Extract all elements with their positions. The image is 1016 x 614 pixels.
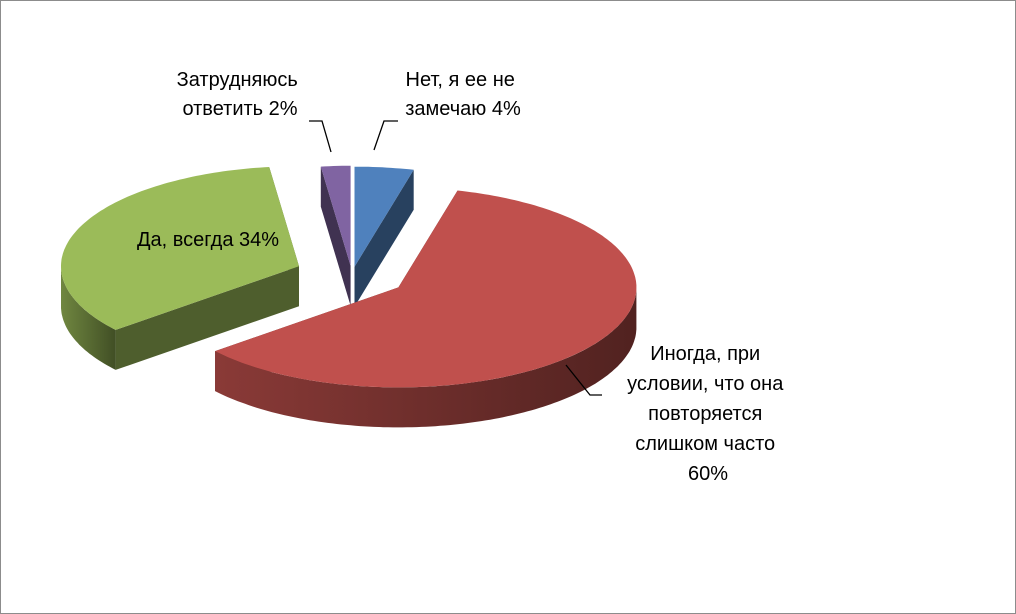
- slice-2-top: [215, 190, 637, 388]
- data-label-net: Нет, я ее не замечаю 4%: [405, 69, 521, 120]
- slice-2-outer-wall: [215, 287, 637, 428]
- slice-3-top: [61, 167, 299, 330]
- leader-line-net: [373, 120, 398, 151]
- slice-4-top: [320, 165, 351, 266]
- slice-3-side-wall-1: [115, 266, 299, 370]
- slice-4-side-wall-1: [320, 166, 351, 306]
- leader-line-zatrudnyayus: [309, 120, 332, 153]
- slice-1-top: [354, 166, 414, 267]
- leader-line-inogda: [565, 364, 602, 396]
- data-label-inogda: Иногда, при условии, что она повторяется…: [627, 343, 789, 485]
- data-label-zatrudnyayus: Затрудняюсь ответить 2%: [177, 69, 304, 120]
- slice-1-side-wall-2: [354, 169, 414, 307]
- data-label-da: Да, всегда 34%: [137, 229, 279, 251]
- pie-slices: [61, 165, 637, 428]
- slice-3-outer-wall: [61, 266, 116, 370]
- data-labels: Нет, я ее не замечаю 4% Затрудняюсь отве…: [137, 69, 789, 485]
- leader-lines: [309, 120, 602, 396]
